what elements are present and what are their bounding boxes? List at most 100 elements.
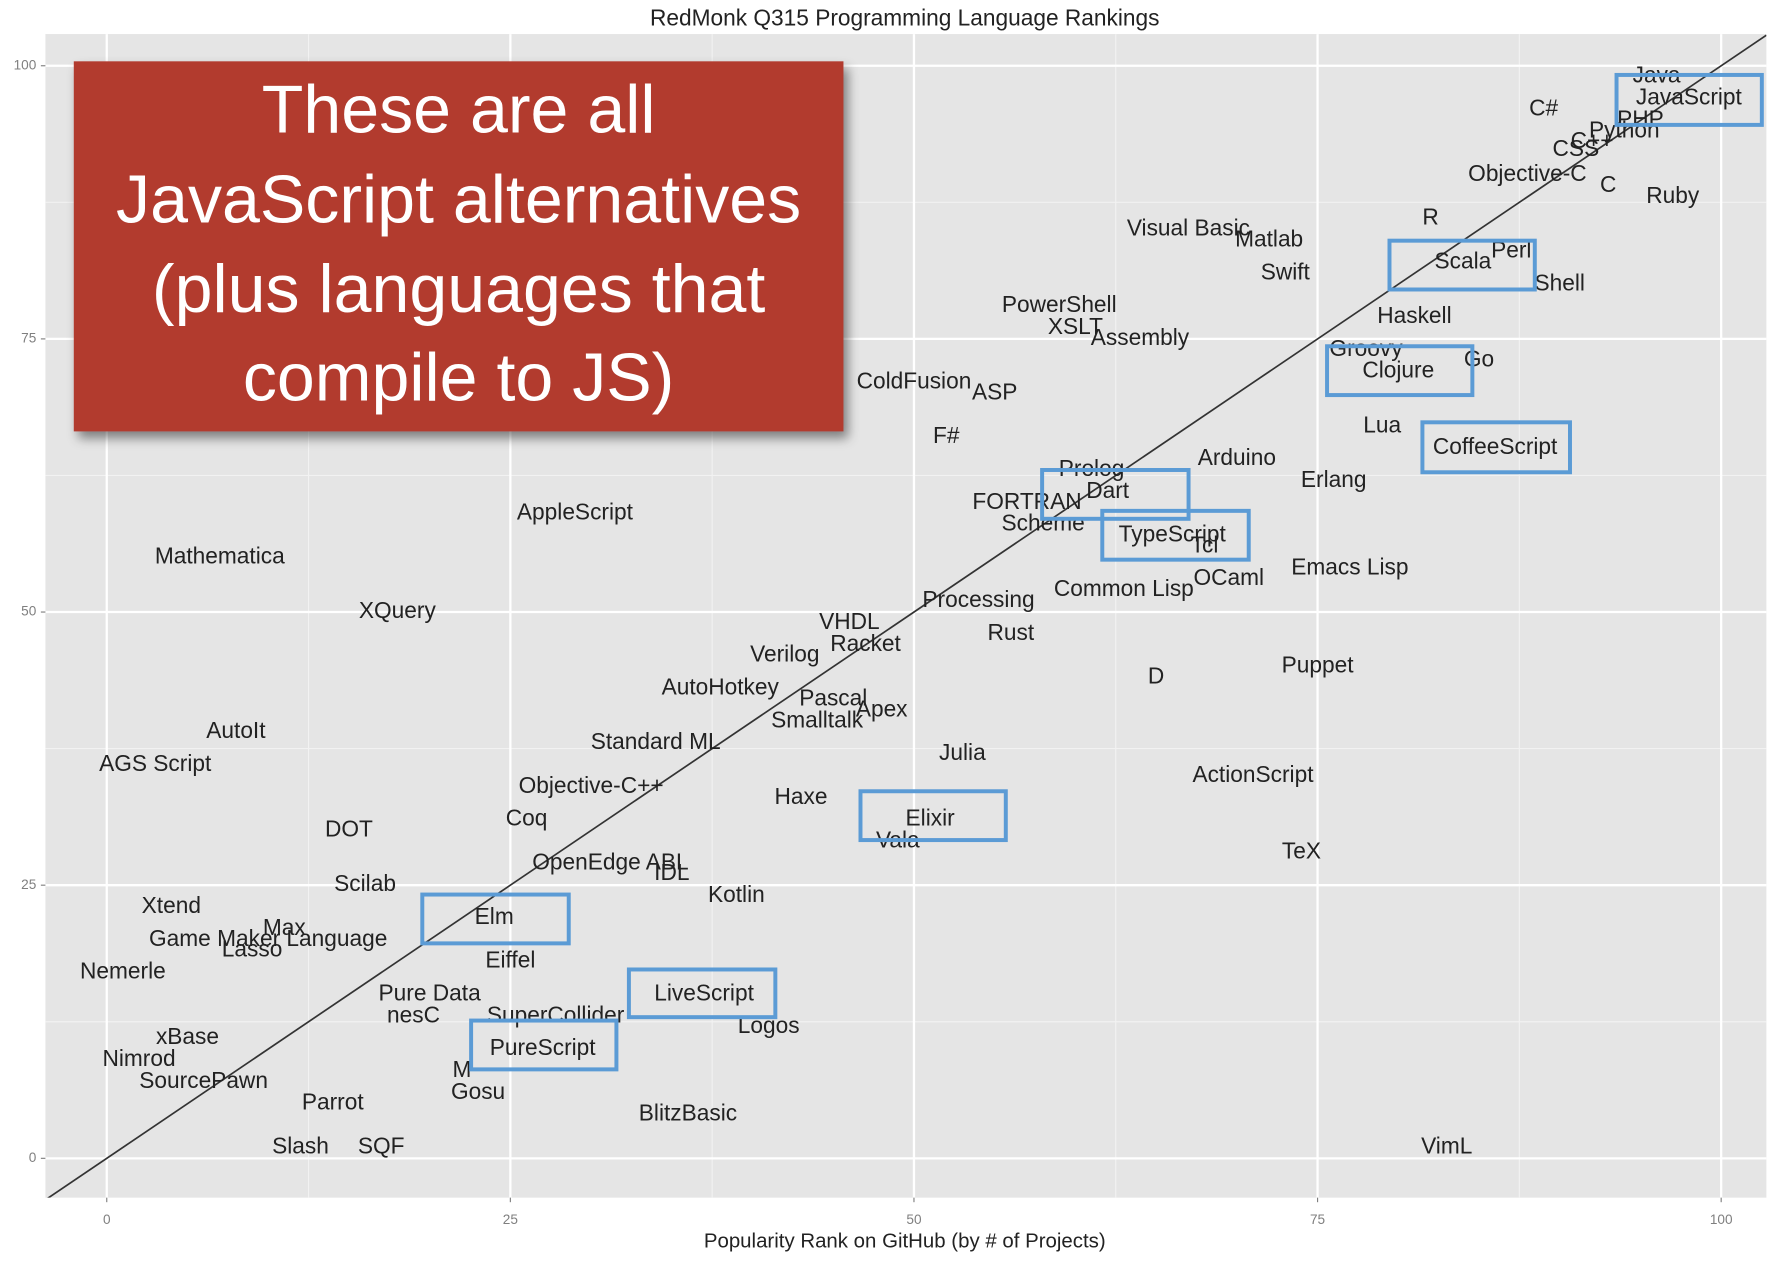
- point-label: Mathematica: [155, 542, 285, 568]
- annotation-line: JavaScript alternatives: [116, 161, 801, 237]
- point-label: Julia: [939, 739, 986, 765]
- point-label: Verilog: [750, 641, 819, 667]
- point-label: XSLT: [1048, 313, 1103, 339]
- point-label: M: [452, 1056, 471, 1082]
- point-label: Elm: [475, 903, 514, 929]
- reference-line: [47, 34, 1767, 1198]
- highlight-box: [1040, 468, 1191, 521]
- annotation: These are all JavaScript alternatives (p…: [73, 61, 844, 432]
- point-label: Xtend: [142, 892, 201, 918]
- point-label: AGS Script: [99, 750, 212, 776]
- y-tick-label: 75: [21, 330, 36, 345]
- y-tick-label: 0: [29, 1150, 37, 1165]
- point-label: ActionScript: [1192, 761, 1314, 787]
- point-label: SQF: [358, 1132, 405, 1158]
- point-label: Haskell: [1377, 302, 1451, 328]
- x-axis-label: Popularity Rank on GitHub (by # of Proje…: [704, 1230, 1106, 1252]
- point-label: Objective-C++: [519, 772, 664, 798]
- point-label: Racket: [830, 630, 901, 656]
- highlight-boxes: [420, 72, 1764, 1072]
- highlight-box: [1325, 344, 1475, 398]
- point-label: Swift: [1261, 258, 1311, 284]
- point-label: Haxe: [774, 783, 827, 809]
- point-label: Common Lisp: [1054, 575, 1194, 601]
- point-label: C: [1600, 171, 1616, 197]
- highlight-box: [858, 789, 1008, 843]
- point-label: xBase: [156, 1023, 219, 1049]
- point-label: Emacs Lisp: [1291, 553, 1408, 579]
- point-label: XQuery: [359, 597, 437, 623]
- point-label: CSS: [1553, 135, 1600, 161]
- point-label: F#: [933, 422, 960, 448]
- point-label: Max: [263, 914, 307, 940]
- point-label: PureScript: [490, 1034, 597, 1060]
- point-label: VHDL: [819, 608, 880, 634]
- annotation-line: These are all: [262, 72, 656, 148]
- point-label: Dart: [1086, 477, 1130, 503]
- point-label: Eiffel: [485, 947, 535, 973]
- point-label: Kotlin: [708, 881, 765, 907]
- point-label: Rust: [988, 619, 1035, 645]
- y-tick-label: 25: [21, 877, 36, 892]
- point-label: R: [1422, 204, 1438, 230]
- highlight-box: [626, 967, 778, 1020]
- point-label: Smalltalk: [771, 706, 864, 732]
- point-label: LiveScript: [654, 979, 754, 1005]
- point-label: Game Maker Language: [149, 925, 387, 951]
- point-label: Clojure: [1362, 357, 1434, 383]
- x-tick-label: 100: [1710, 1212, 1733, 1227]
- point-label: Nimrod: [102, 1045, 175, 1071]
- point-label: C#: [1529, 94, 1558, 120]
- point-label: FORTRAN: [972, 488, 1081, 514]
- point-label: C++: [1571, 127, 1614, 153]
- point-label: OpenEdge ABL: [532, 848, 688, 874]
- annotation-box: [73, 61, 844, 432]
- point-label: Standard ML: [591, 728, 721, 754]
- highlight-box: [1420, 420, 1572, 475]
- point-label: Scilab: [334, 870, 396, 896]
- highlight-box: [1387, 238, 1537, 292]
- point-label: PowerShell: [1002, 291, 1117, 317]
- point-label: CoffeeScript: [1433, 433, 1558, 459]
- point-label: Ruby: [1646, 182, 1700, 208]
- x-tick-label: 75: [1310, 1212, 1325, 1227]
- point-label: BlitzBasic: [639, 1100, 737, 1126]
- highlight-box: [469, 1018, 619, 1072]
- point-label: VimL: [1421, 1132, 1472, 1158]
- point-label: Apex: [856, 695, 908, 721]
- point-label: Tcl: [1191, 531, 1219, 557]
- point-label: SourcePawn: [139, 1067, 268, 1093]
- point-label: Objective-C: [1468, 160, 1587, 186]
- point-label: nesC: [387, 1001, 440, 1027]
- point-label: TeX: [1282, 837, 1321, 863]
- highlight-box: [1100, 508, 1251, 562]
- y-tick-label: 100: [14, 57, 37, 72]
- point-label: TypeScript: [1119, 521, 1227, 547]
- point-label: OCaml: [1193, 564, 1264, 590]
- point-label: Shell: [1535, 269, 1585, 295]
- point-label: Lasso: [222, 936, 283, 962]
- point-label: Processing: [922, 586, 1034, 612]
- point-label: Coq: [506, 805, 548, 831]
- point-label: AutoHotkey: [662, 674, 780, 700]
- point-label: Erlang: [1301, 466, 1367, 492]
- point-label: Elixir: [906, 805, 956, 831]
- point-label: AutoIt: [206, 717, 266, 743]
- point-label: Go: [1464, 346, 1494, 372]
- point-label: Slash: [272, 1132, 329, 1158]
- point-label: SuperCollider: [487, 1001, 625, 1027]
- chart-title: RedMonk Q315 Programming Language Rankin…: [650, 4, 1160, 30]
- point-label: JavaScript: [1636, 84, 1743, 110]
- point-label: ColdFusion: [857, 368, 972, 394]
- point-label: Scala: [1434, 247, 1491, 273]
- point-label: Python: [1589, 116, 1660, 142]
- point-label: IDL: [654, 859, 689, 885]
- point-label: Arduino: [1198, 444, 1276, 470]
- point-label: DOT: [325, 816, 373, 842]
- x-tick-label: 0: [103, 1212, 111, 1227]
- annotation-line: (plus languages that: [152, 251, 765, 327]
- highlight-box: [1614, 72, 1764, 127]
- point-label: Gosu: [451, 1078, 505, 1104]
